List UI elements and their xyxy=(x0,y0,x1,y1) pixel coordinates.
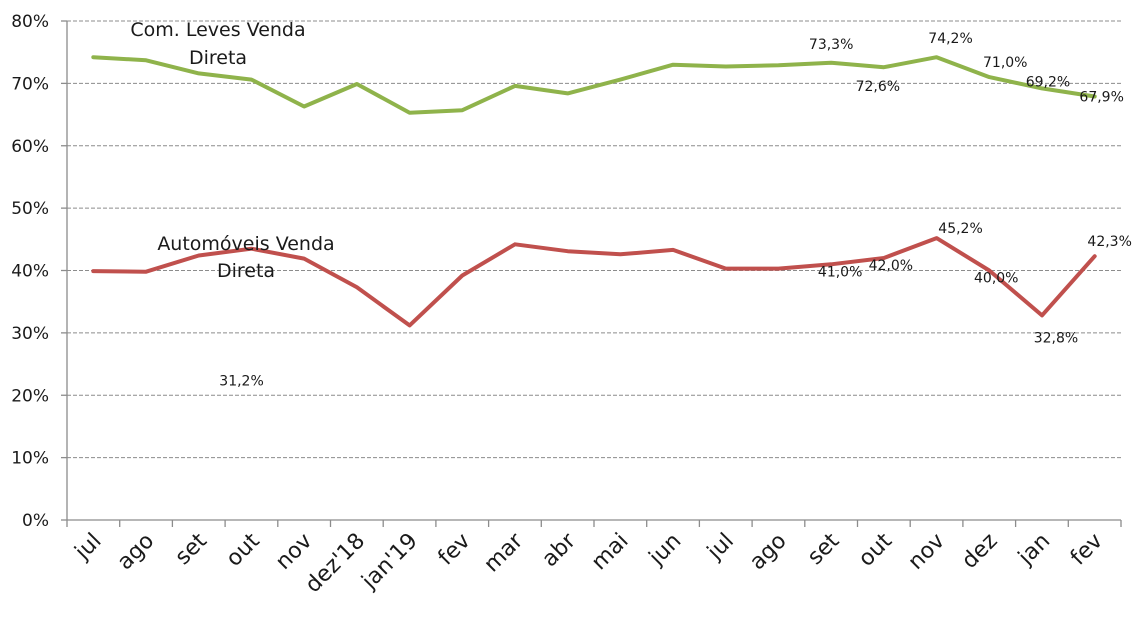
x-tick-label: out xyxy=(222,528,265,571)
y-tick-label: 60% xyxy=(11,137,49,157)
series xyxy=(91,55,1097,328)
series-name-label: Com. Leves Venda xyxy=(130,19,305,41)
x-tick-label: nov xyxy=(271,529,317,575)
series-name-label: Automóveis Venda xyxy=(157,233,334,255)
x-tick-label: out xyxy=(854,528,897,571)
y-tick-label: 20% xyxy=(11,386,49,406)
y-tick-label: 40% xyxy=(11,262,49,282)
data-label: 42,0% xyxy=(869,258,913,274)
data-label: 71,0% xyxy=(983,55,1027,71)
gridlines xyxy=(67,20,1121,459)
x-tick-label: dez xyxy=(957,529,1002,574)
y-tick-label: 0% xyxy=(22,511,49,531)
x-tick-label: fev xyxy=(434,529,476,571)
data-label: 67,9% xyxy=(1079,89,1123,105)
data-label: 45,2% xyxy=(938,221,982,237)
x-tick-label: fev xyxy=(1066,529,1108,571)
x-tick-label: mar xyxy=(479,528,528,577)
y-tick-label: 50% xyxy=(11,199,49,219)
x-tick-label: jun xyxy=(644,529,686,571)
x-tick-label: abr xyxy=(537,528,581,572)
x-tick-label: jul xyxy=(702,529,739,566)
data-label: 74,2% xyxy=(928,31,972,47)
y-tick-label: 30% xyxy=(11,324,49,344)
series-line-2 xyxy=(91,236,1097,328)
data-label: 42,3% xyxy=(1087,234,1131,250)
data-label: 31,2% xyxy=(219,373,263,389)
data-label: 32,8% xyxy=(1034,330,1078,346)
data-label: 69,2% xyxy=(1026,74,1070,90)
y-tick-label: 10% xyxy=(11,449,49,469)
x-tick-label: set xyxy=(171,528,213,570)
y-tick-label: 80% xyxy=(11,12,49,32)
data-label: 41,0% xyxy=(818,264,862,280)
data-labels: Com. Leves Venda Direta Automóveis Venda Di… xyxy=(130,19,1132,389)
x-tick-label: ago xyxy=(745,529,792,576)
x-tick-label: nov xyxy=(904,529,950,575)
x-tick-label: mai xyxy=(587,529,634,576)
x-tick-label: jan'19 xyxy=(357,529,423,595)
x-tick-label: jul xyxy=(70,529,107,566)
data-label: 40,0% xyxy=(974,271,1018,287)
axes: 0%10%20%30%40%50%60%70%80%jul ago set out no… xyxy=(11,12,1122,598)
data-label: 72,6% xyxy=(856,79,900,95)
x-tick-label: dez'18 xyxy=(301,529,370,598)
x-tick-label: ago xyxy=(113,529,160,576)
series-name-label: Direta xyxy=(217,260,275,282)
series-name-label: Direta xyxy=(189,47,247,69)
data-label: 73,3% xyxy=(809,37,853,53)
x-tick-label: jan xyxy=(1013,529,1055,571)
x-tick-label: set xyxy=(803,528,845,570)
y-tick-label: 70% xyxy=(11,74,49,94)
series-line-1 xyxy=(91,55,1097,115)
